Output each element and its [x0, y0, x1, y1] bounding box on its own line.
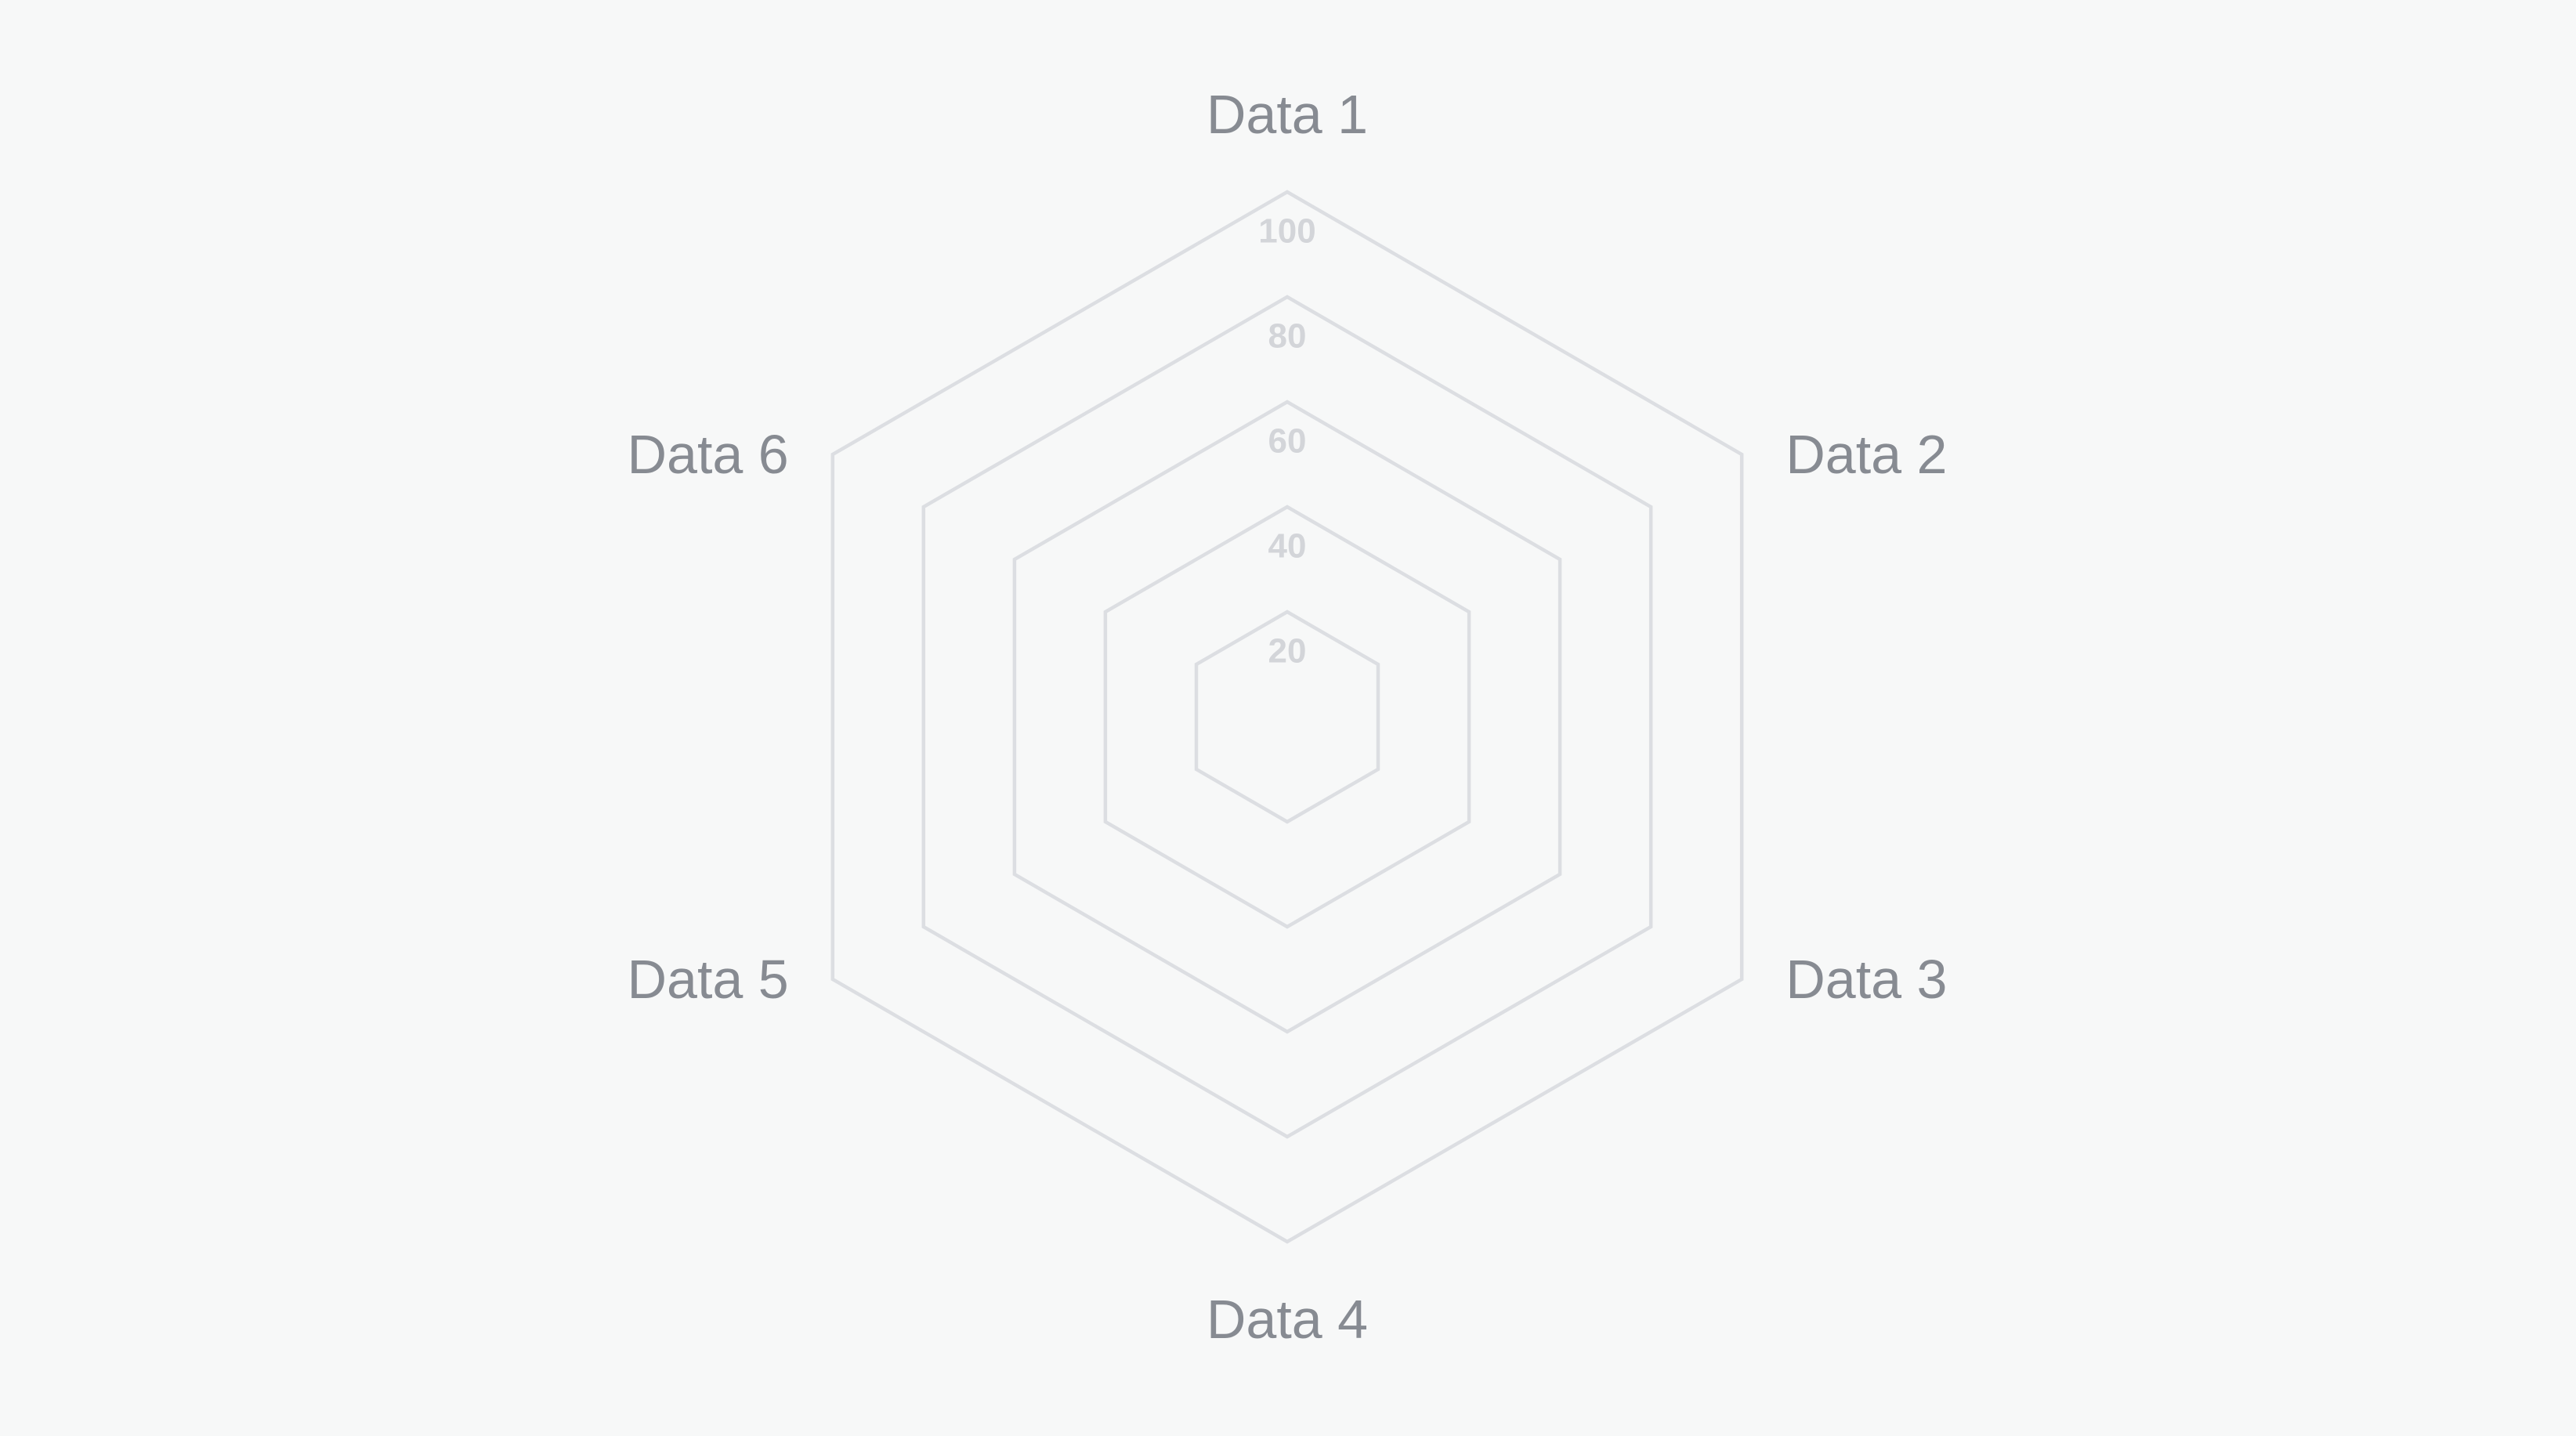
r-axis-tick-60: 60 [1268, 422, 1307, 461]
axis-label-data-4: Data 4 [1207, 1289, 1368, 1350]
grid-ring-60 [1012, 400, 1562, 1034]
grid-ring-100 [830, 190, 1744, 1244]
grid-ring-80 [921, 295, 1653, 1139]
grid-ring-20 [1194, 609, 1380, 824]
axis-label-data-2: Data 2 [1785, 424, 1947, 485]
r-axis-tick-80: 80 [1268, 317, 1307, 356]
axis-label-data-1: Data 1 [1207, 84, 1368, 145]
axis-label-data-5: Data 5 [628, 949, 789, 1010]
r-axis-tick-100: 100 [1258, 212, 1315, 251]
grid-ring-40 [1103, 505, 1471, 929]
axis-label-data-6: Data 6 [628, 424, 789, 485]
r-axis-tick-20: 20 [1268, 632, 1307, 671]
axis-label-data-3: Data 3 [1785, 949, 1947, 1010]
r-axis-tick-40: 40 [1268, 527, 1307, 566]
